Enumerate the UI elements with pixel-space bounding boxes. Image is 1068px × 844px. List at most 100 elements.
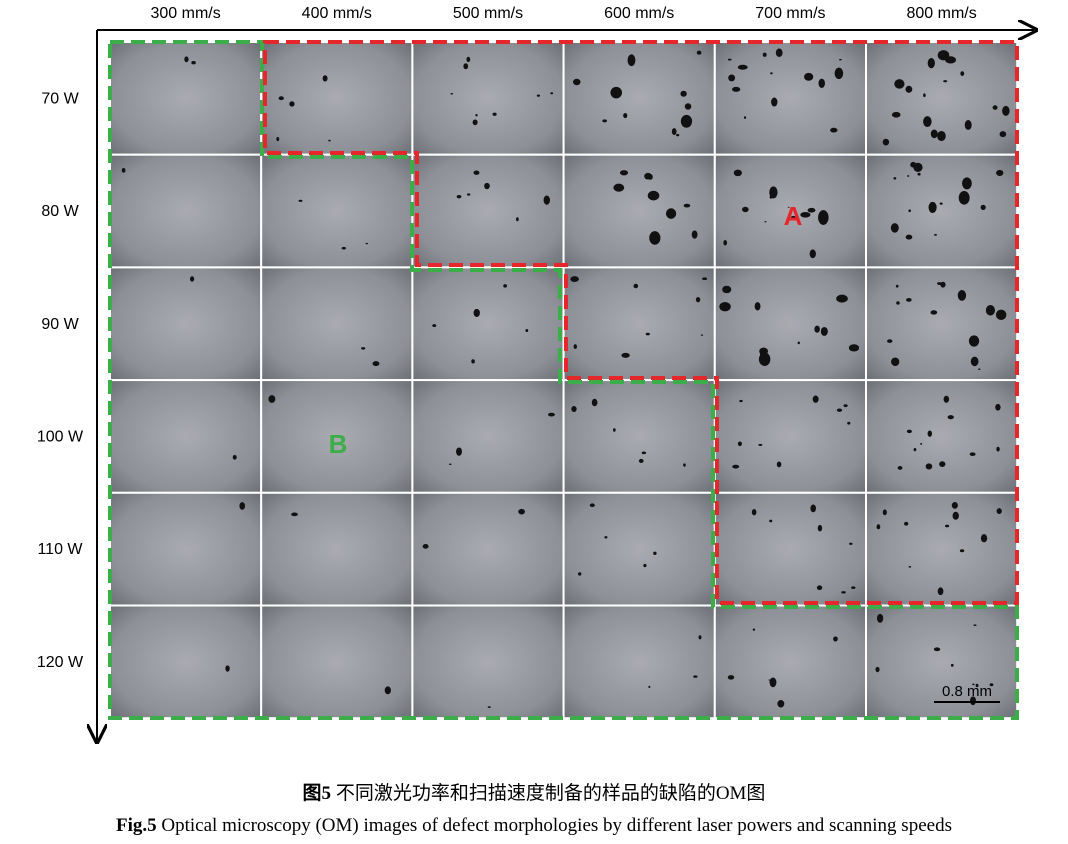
micrograph: [109, 41, 263, 156]
defect: [818, 210, 829, 225]
defect: [769, 519, 773, 523]
defect: [836, 408, 843, 412]
defect: [372, 361, 380, 367]
defect: [492, 112, 497, 116]
micrograph: [562, 153, 716, 269]
defect: [570, 276, 579, 283]
defect: [891, 111, 901, 118]
micrograph-image: [260, 41, 414, 156]
column-label: 400 mm/s: [302, 5, 372, 22]
defect: [644, 172, 652, 180]
micrograph-image: [109, 153, 263, 269]
defect: [450, 92, 454, 95]
defect: [573, 344, 577, 349]
micrograph-image: [713, 266, 867, 382]
micrograph-image: [562, 153, 716, 269]
defect: [905, 85, 913, 93]
caption-text: Optical microscopy (OM) images of defect…: [161, 815, 952, 836]
defect: [962, 177, 972, 190]
defect: [683, 203, 691, 208]
defect: [964, 120, 972, 130]
defect: [466, 56, 471, 63]
defect: [959, 549, 965, 553]
defect: [484, 182, 490, 190]
defect: [960, 71, 965, 76]
defect: [894, 79, 905, 89]
micrograph: [260, 491, 414, 607]
defect: [995, 403, 1001, 411]
micrograph: [713, 604, 867, 720]
defect: [770, 72, 773, 75]
micrograph: [260, 153, 414, 269]
caption-label: 图5: [303, 782, 332, 804]
micrograph: [562, 379, 716, 494]
defect: [737, 64, 748, 70]
defect: [463, 63, 469, 70]
micrograph: [260, 604, 414, 720]
defect: [996, 169, 1004, 177]
defect: [591, 398, 598, 407]
micrograph: [562, 491, 716, 607]
defect: [466, 193, 471, 196]
defect: [680, 90, 687, 97]
defect: [980, 204, 986, 210]
defect: [733, 169, 742, 177]
region-label: B: [329, 429, 348, 459]
defect: [810, 504, 816, 513]
micrograph: [109, 491, 263, 607]
defect: [638, 458, 644, 463]
defect: [943, 80, 948, 83]
defect: [680, 114, 693, 128]
defect: [812, 395, 819, 403]
defect: [739, 399, 743, 403]
micrograph-image: [865, 604, 1019, 720]
micrograph: [109, 266, 263, 382]
micrograph: [109, 379, 263, 494]
defect: [940, 281, 946, 288]
defect: [475, 113, 478, 117]
row-label: 110 W: [37, 541, 83, 558]
defect: [906, 429, 912, 434]
micrograph-image: [109, 491, 263, 607]
micrograph-image: [411, 41, 565, 156]
defect: [516, 217, 519, 222]
defect: [905, 234, 913, 240]
micrograph-image: [411, 604, 565, 720]
defect: [702, 277, 708, 281]
defect: [937, 587, 944, 596]
defect: [927, 58, 935, 69]
caption-text: 不同激光功率和扫描速度制备的样品的缺陷的OM图: [336, 782, 766, 804]
defect: [676, 133, 680, 137]
defect: [833, 636, 838, 642]
defect: [695, 296, 701, 303]
defect: [830, 127, 838, 133]
defect: [700, 334, 703, 336]
region-label: A: [784, 201, 803, 231]
defect: [804, 72, 814, 81]
defect: [732, 86, 741, 92]
defect: [727, 675, 735, 680]
micrograph-image: [562, 604, 716, 720]
defect: [945, 56, 957, 64]
defect: [849, 542, 853, 545]
defect: [952, 511, 959, 520]
defect: [776, 461, 782, 468]
defect: [432, 324, 437, 328]
defect: [1002, 105, 1010, 116]
defect: [298, 199, 303, 202]
micrograph-image: [260, 491, 414, 607]
defect: [276, 136, 280, 142]
defect: [800, 211, 811, 218]
defect: [623, 113, 628, 119]
defect: [769, 677, 777, 688]
defect: [619, 170, 629, 176]
defect: [361, 347, 366, 350]
defect: [589, 503, 595, 508]
defect: [951, 501, 958, 509]
defect: [645, 332, 650, 336]
column-label: 800 mm/s: [906, 5, 976, 22]
micrograph-image: [260, 604, 414, 720]
defect: [923, 116, 932, 128]
defect: [945, 524, 950, 528]
